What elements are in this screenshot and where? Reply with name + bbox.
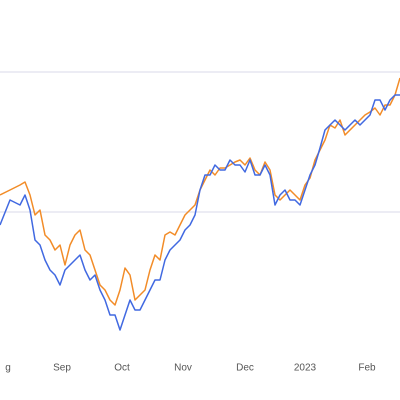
- x-tick-label: Nov: [174, 363, 192, 374]
- x-tick-label: Dec: [236, 363, 254, 374]
- x-tick-label: Feb: [358, 363, 376, 374]
- x-tick-label: Sep: [53, 363, 71, 374]
- line-series: [0, 77, 400, 306]
- x-tick-label: 2023: [294, 363, 317, 374]
- x-tick-label: g: [5, 363, 11, 374]
- line-series: [0, 94, 400, 331]
- x-tick-label: Oct: [114, 363, 130, 374]
